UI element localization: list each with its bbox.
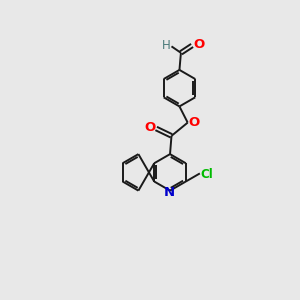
Text: N: N [164,186,175,199]
Text: Cl: Cl [200,168,213,181]
Text: O: O [144,121,155,134]
Text: O: O [193,38,204,50]
Text: O: O [188,116,200,128]
Text: H: H [162,39,171,52]
